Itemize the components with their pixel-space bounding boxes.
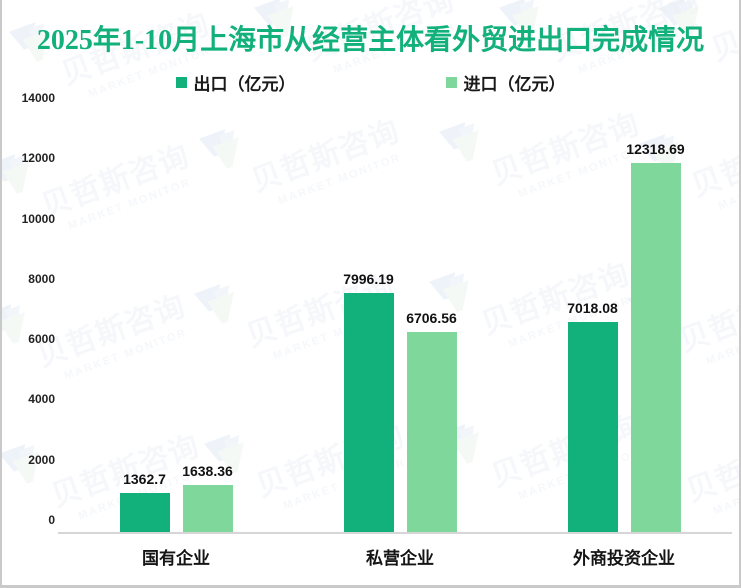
legend-item-import[interactable]: 进口（亿元）	[445, 70, 566, 95]
legend-label-import: 进口（亿元）	[463, 75, 566, 94]
y-axis-tick-label: 12000	[21, 151, 55, 166]
bar-value-label: 6706.56	[406, 309, 457, 326]
bar-value-label: 7996.19	[343, 270, 394, 287]
bar-import[interactable]: 6706.56	[406, 310, 457, 534]
bar-group: 1362.7 1638.36	[64, 112, 288, 534]
x-axis-tick-label: 私营企业	[366, 549, 434, 568]
chart-title: 2025年1-10月上海市从经营主体看外贸进出口完成情况	[36, 25, 705, 56]
y-axis-tick-label: 8000	[28, 271, 55, 286]
bar-value-label: 1638.36	[182, 462, 233, 479]
bar-value-label: 7018.08	[567, 300, 618, 317]
legend-item-export[interactable]: 出口（亿元）	[175, 70, 296, 95]
bar-export[interactable]: 7996.19	[343, 271, 394, 534]
y-axis-tick-label: 14000	[21, 91, 55, 105]
y-axis-tick-label: 4000	[28, 392, 55, 407]
bar-export[interactable]: 7018.08	[567, 300, 618, 534]
bar-export[interactable]: 1362.7	[119, 471, 170, 534]
legend-swatch-import	[445, 77, 457, 88]
legend-swatch-export	[175, 77, 187, 88]
bar-value-label: 1362.7	[123, 470, 166, 487]
plot-area: 0 2000 4000 6000 8000 10000 12000 14000 1362.7 1…	[22, 91, 736, 534]
bar-group: 7996.19 6706.56	[288, 112, 512, 534]
bar-import[interactable]: 1638.36	[182, 463, 233, 534]
y-axis-tick-label: 10000	[21, 211, 55, 226]
y-axis-tick-label: 2000	[28, 452, 55, 467]
y-axis-tick-label: 0	[48, 513, 55, 527]
x-axis-tick-label: 外商投资企业	[573, 549, 675, 568]
chart-legend: 出口（亿元） 进口（亿元）	[2, 70, 739, 95]
bar-value-label: 12318.69	[626, 140, 685, 157]
x-axis-tick-label: 国有企业	[142, 549, 210, 568]
axis-baseline	[58, 532, 732, 534]
legend-label-export: 出口（亿元）	[193, 75, 296, 94]
y-axis-tick-label: 6000	[28, 332, 55, 347]
bar-group: 7018.08 12318.69	[512, 112, 736, 534]
bar-import[interactable]: 12318.69	[626, 141, 685, 534]
x-axis: 国有企业 私营企业 外商投资企业	[64, 544, 736, 578]
